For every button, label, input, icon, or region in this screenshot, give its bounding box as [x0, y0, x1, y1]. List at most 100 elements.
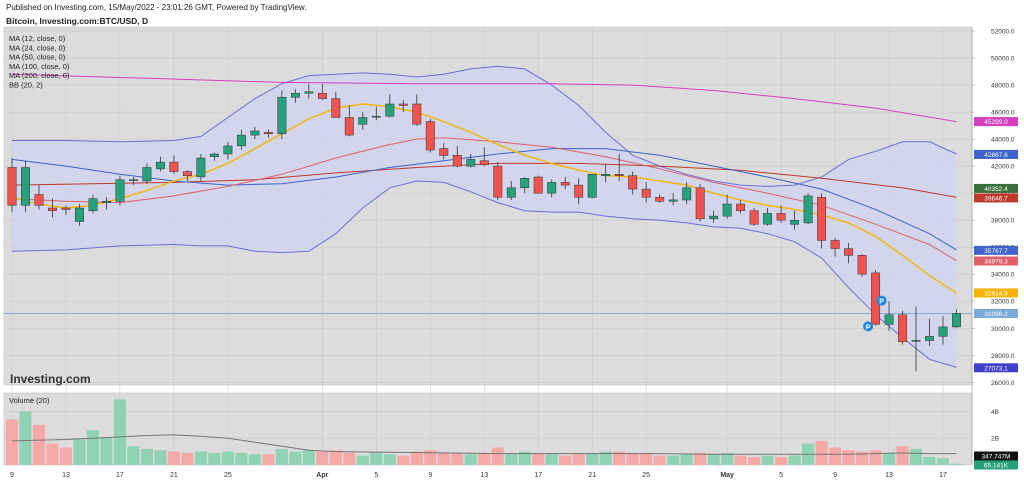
candle[interactable]: [547, 182, 557, 194]
volume-bar[interactable]: [694, 452, 707, 465]
volume-bar[interactable]: [343, 452, 356, 465]
candle[interactable]: [736, 203, 746, 212]
volume-bar[interactable]: [275, 448, 288, 465]
candle[interactable]: [560, 182, 570, 186]
candle[interactable]: [884, 314, 894, 325]
volume-bar[interactable]: [626, 452, 639, 465]
volume-bar[interactable]: [154, 450, 167, 465]
candle[interactable]: [749, 210, 759, 225]
volume-bar[interactable]: [572, 454, 585, 465]
volume-bar[interactable]: [451, 452, 464, 465]
candle[interactable]: [520, 178, 530, 189]
candle[interactable]: [790, 219, 800, 225]
volume-bar[interactable]: [100, 436, 113, 465]
candle[interactable]: [371, 115, 381, 118]
volume-bar[interactable]: [748, 457, 761, 465]
volume-bar[interactable]: [950, 463, 963, 465]
candle[interactable]: [466, 159, 476, 167]
volume-bar[interactable]: [775, 457, 788, 465]
volume-bar[interactable]: [653, 455, 666, 465]
volume-bar[interactable]: [181, 452, 194, 465]
volume-bar[interactable]: [545, 454, 558, 465]
candle[interactable]: [115, 179, 125, 202]
volume-bar[interactable]: [397, 455, 410, 465]
candle[interactable]: [655, 196, 665, 202]
volume-bar[interactable]: [437, 452, 450, 465]
volume-bar[interactable]: [410, 451, 423, 465]
volume-bar[interactable]: [329, 450, 342, 465]
candle[interactable]: [439, 148, 449, 156]
candle[interactable]: [236, 134, 246, 147]
candle[interactable]: [506, 187, 516, 198]
candle[interactable]: [601, 174, 611, 176]
volume-bar[interactable]: [127, 446, 140, 465]
volume-bar[interactable]: [59, 447, 72, 465]
candle[interactable]: [898, 314, 908, 343]
candle[interactable]: [34, 194, 44, 206]
volume-bar[interactable]: [707, 454, 720, 465]
volume-bar[interactable]: [923, 457, 936, 465]
volume-bar[interactable]: [532, 452, 545, 465]
candle[interactable]: [75, 207, 84, 222]
volume-bar[interactable]: [73, 439, 86, 466]
candle[interactable]: [304, 91, 314, 94]
volume-bar[interactable]: [383, 454, 396, 465]
volume-bar[interactable]: [289, 451, 302, 465]
volume-bar[interactable]: [869, 450, 882, 465]
volume-bar[interactable]: [815, 440, 828, 465]
volume-bar[interactable]: [896, 446, 909, 465]
candle[interactable]: [209, 153, 219, 157]
candle[interactable]: [925, 336, 934, 341]
candle[interactable]: [277, 96, 287, 134]
volume-bar[interactable]: [559, 455, 572, 465]
candle[interactable]: [102, 201, 111, 203]
candle[interactable]: [317, 92, 327, 99]
volume-bar[interactable]: [491, 447, 504, 465]
candle[interactable]: [129, 179, 138, 181]
volume-bar[interactable]: [262, 454, 275, 465]
candle[interactable]: [223, 145, 233, 155]
volume-bar[interactable]: [505, 454, 518, 465]
candle[interactable]: [776, 213, 786, 221]
candle[interactable]: [263, 132, 273, 135]
candle[interactable]: [722, 203, 732, 217]
volume-bar[interactable]: [248, 454, 261, 465]
event-marker-icon[interactable]: [863, 321, 874, 332]
volume-bar[interactable]: [910, 448, 923, 465]
volume-bar[interactable]: [46, 443, 59, 465]
volume-bar[interactable]: [734, 455, 747, 465]
volume-bar[interactable]: [518, 451, 531, 465]
candle[interactable]: [682, 187, 692, 201]
candle[interactable]: [493, 165, 503, 198]
volume-bar[interactable]: [883, 452, 896, 465]
candle[interactable]: [7, 167, 17, 206]
candle[interactable]: [641, 188, 651, 198]
candle[interactable]: [587, 174, 597, 198]
volume-bar[interactable]: [424, 450, 437, 465]
candle[interactable]: [250, 130, 260, 136]
volume-bar[interactable]: [936, 458, 949, 465]
volume-bar[interactable]: [221, 451, 234, 465]
candle[interactable]: [425, 121, 435, 151]
candle[interactable]: [412, 103, 422, 125]
candle[interactable]: [331, 98, 341, 118]
volume-bar[interactable]: [370, 452, 383, 465]
candle[interactable]: [479, 160, 489, 166]
candle[interactable]: [695, 187, 705, 220]
volume-bar[interactable]: [856, 451, 869, 465]
candle[interactable]: [182, 171, 192, 176]
volume-bar[interactable]: [721, 452, 734, 465]
candle[interactable]: [48, 207, 57, 211]
volume-bar[interactable]: [667, 455, 680, 465]
volume-bar[interactable]: [19, 411, 32, 465]
candle[interactable]: [938, 326, 948, 337]
volume-bar[interactable]: [208, 452, 221, 465]
candle[interactable]: [844, 248, 854, 256]
candle[interactable]: [830, 240, 840, 249]
candle[interactable]: [533, 176, 543, 194]
candle[interactable]: [290, 92, 300, 98]
candle[interactable]: [452, 155, 462, 167]
candle[interactable]: [803, 195, 813, 224]
volume-bar[interactable]: [842, 450, 855, 465]
